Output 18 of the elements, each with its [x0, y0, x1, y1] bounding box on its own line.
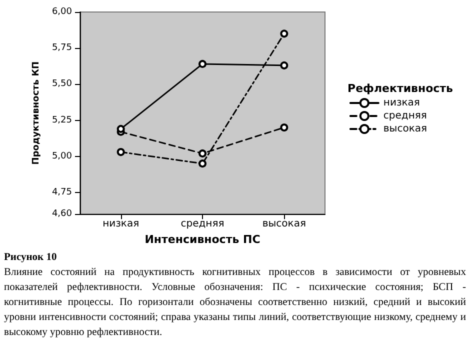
x-tick-label: низкая: [102, 218, 140, 230]
y-tick-label: 5,50: [52, 79, 72, 90]
x-axis-title: Интенсивность ПС: [144, 233, 260, 246]
x-tick-label: средняя: [180, 218, 224, 230]
text: Влияние состояний на продуктивность когнитивных процессов в зависимости от уровневых показателей рефлективности. Условные обозначения: ПС - психические состояния; БСП - когнитивные процессы. По горизонтали обозначены соответственно низкий, средний и высокий уровни интенсивности состояний; справа указаны типы линий, соответствующие низкому, среднему и высокому уровню рефлективности.: [3, 266, 467, 340]
legend-label: средняя: [383, 110, 427, 122]
y-tick-label: 6,00: [52, 7, 72, 17]
y-axis-title: Продуктивность КП: [32, 61, 42, 165]
legend-title: Рефлективность: [348, 82, 454, 95]
legend-label: низкая: [383, 98, 420, 108]
y-tick-label: 5,00: [52, 151, 72, 162]
y-tick-label: 5,25: [52, 115, 72, 126]
x-tick-label: высокая: [262, 218, 306, 230]
y-tick-label: 4,60: [52, 209, 72, 220]
text: Рисунок 10: [3, 251, 58, 265]
y-tick-label: 4,75: [52, 187, 72, 198]
y-tick-label: 5,75: [52, 43, 72, 54]
legend-label: высокая: [383, 124, 428, 134]
